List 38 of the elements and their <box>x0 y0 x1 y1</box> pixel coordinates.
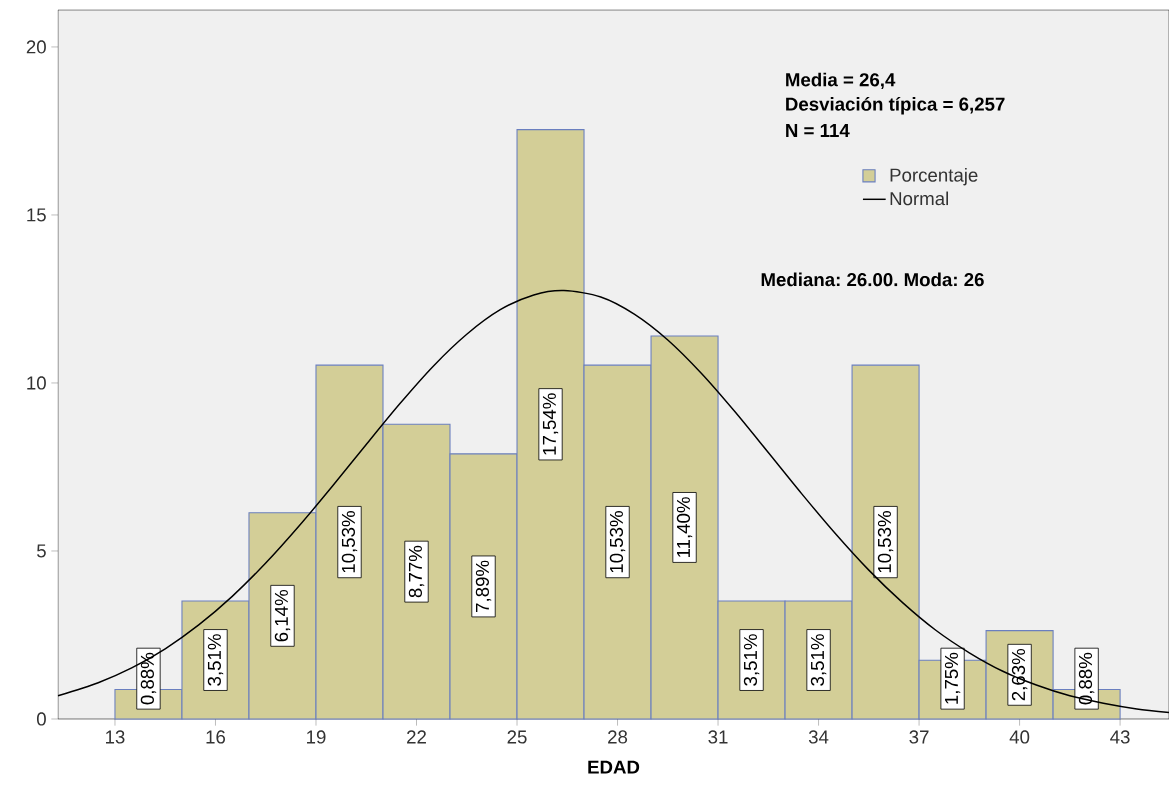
x-tick-label: 16 <box>206 730 226 744</box>
data-label: 11,40% <box>676 497 693 557</box>
y-tick-label: 15 <box>27 208 46 222</box>
data-label: 3,51% <box>810 634 827 686</box>
x-axis-title: EDAD <box>588 760 640 774</box>
x-tick-label: 25 <box>507 730 527 744</box>
annotation: Mediana: 26.00. Moda: 26 <box>761 272 984 287</box>
annotation: Desviación típica = 6,257 <box>786 96 1005 115</box>
x-tick-label: 13 <box>106 730 125 744</box>
data-label: 2,63% <box>1011 649 1028 701</box>
x-tick-label: 40 <box>1009 730 1030 744</box>
y-tick-label: 0 <box>36 712 46 726</box>
y-tick-label: 10 <box>27 376 46 390</box>
x-tick-label: 28 <box>608 730 628 744</box>
x-tick-label: 19 <box>307 730 326 744</box>
x-tick-label: 22 <box>407 730 426 744</box>
annotation: N = 114 <box>786 124 850 137</box>
data-label: 0,88% <box>1078 652 1095 705</box>
annotation: Media = 26,4 <box>786 72 896 90</box>
x-tick-label: 34 <box>808 730 829 744</box>
legend-label: Normal <box>890 191 948 206</box>
y-tick-label: 5 <box>37 544 46 558</box>
data-label: 6,14% <box>274 590 291 642</box>
data-label: 7,89% <box>475 560 492 612</box>
data-label: 3,51% <box>207 634 224 686</box>
legend-label: Porcentaje <box>890 168 978 186</box>
data-label: 0,88% <box>140 652 157 705</box>
x-tick-label: 31 <box>708 730 728 744</box>
x-tick-label: 37 <box>909 730 929 744</box>
data-label: 17,54% <box>542 393 559 455</box>
data-label: 10,53% <box>341 511 358 573</box>
data-label: 1,75% <box>944 652 961 704</box>
y-tick-label: 20 <box>26 40 46 54</box>
data-label: 8,77% <box>408 545 425 598</box>
x-tick-label: 43 <box>1110 730 1130 744</box>
data-label: 10,53% <box>609 511 626 573</box>
data-label: 10,53% <box>877 511 894 573</box>
data-label: 3,51% <box>743 634 760 686</box>
